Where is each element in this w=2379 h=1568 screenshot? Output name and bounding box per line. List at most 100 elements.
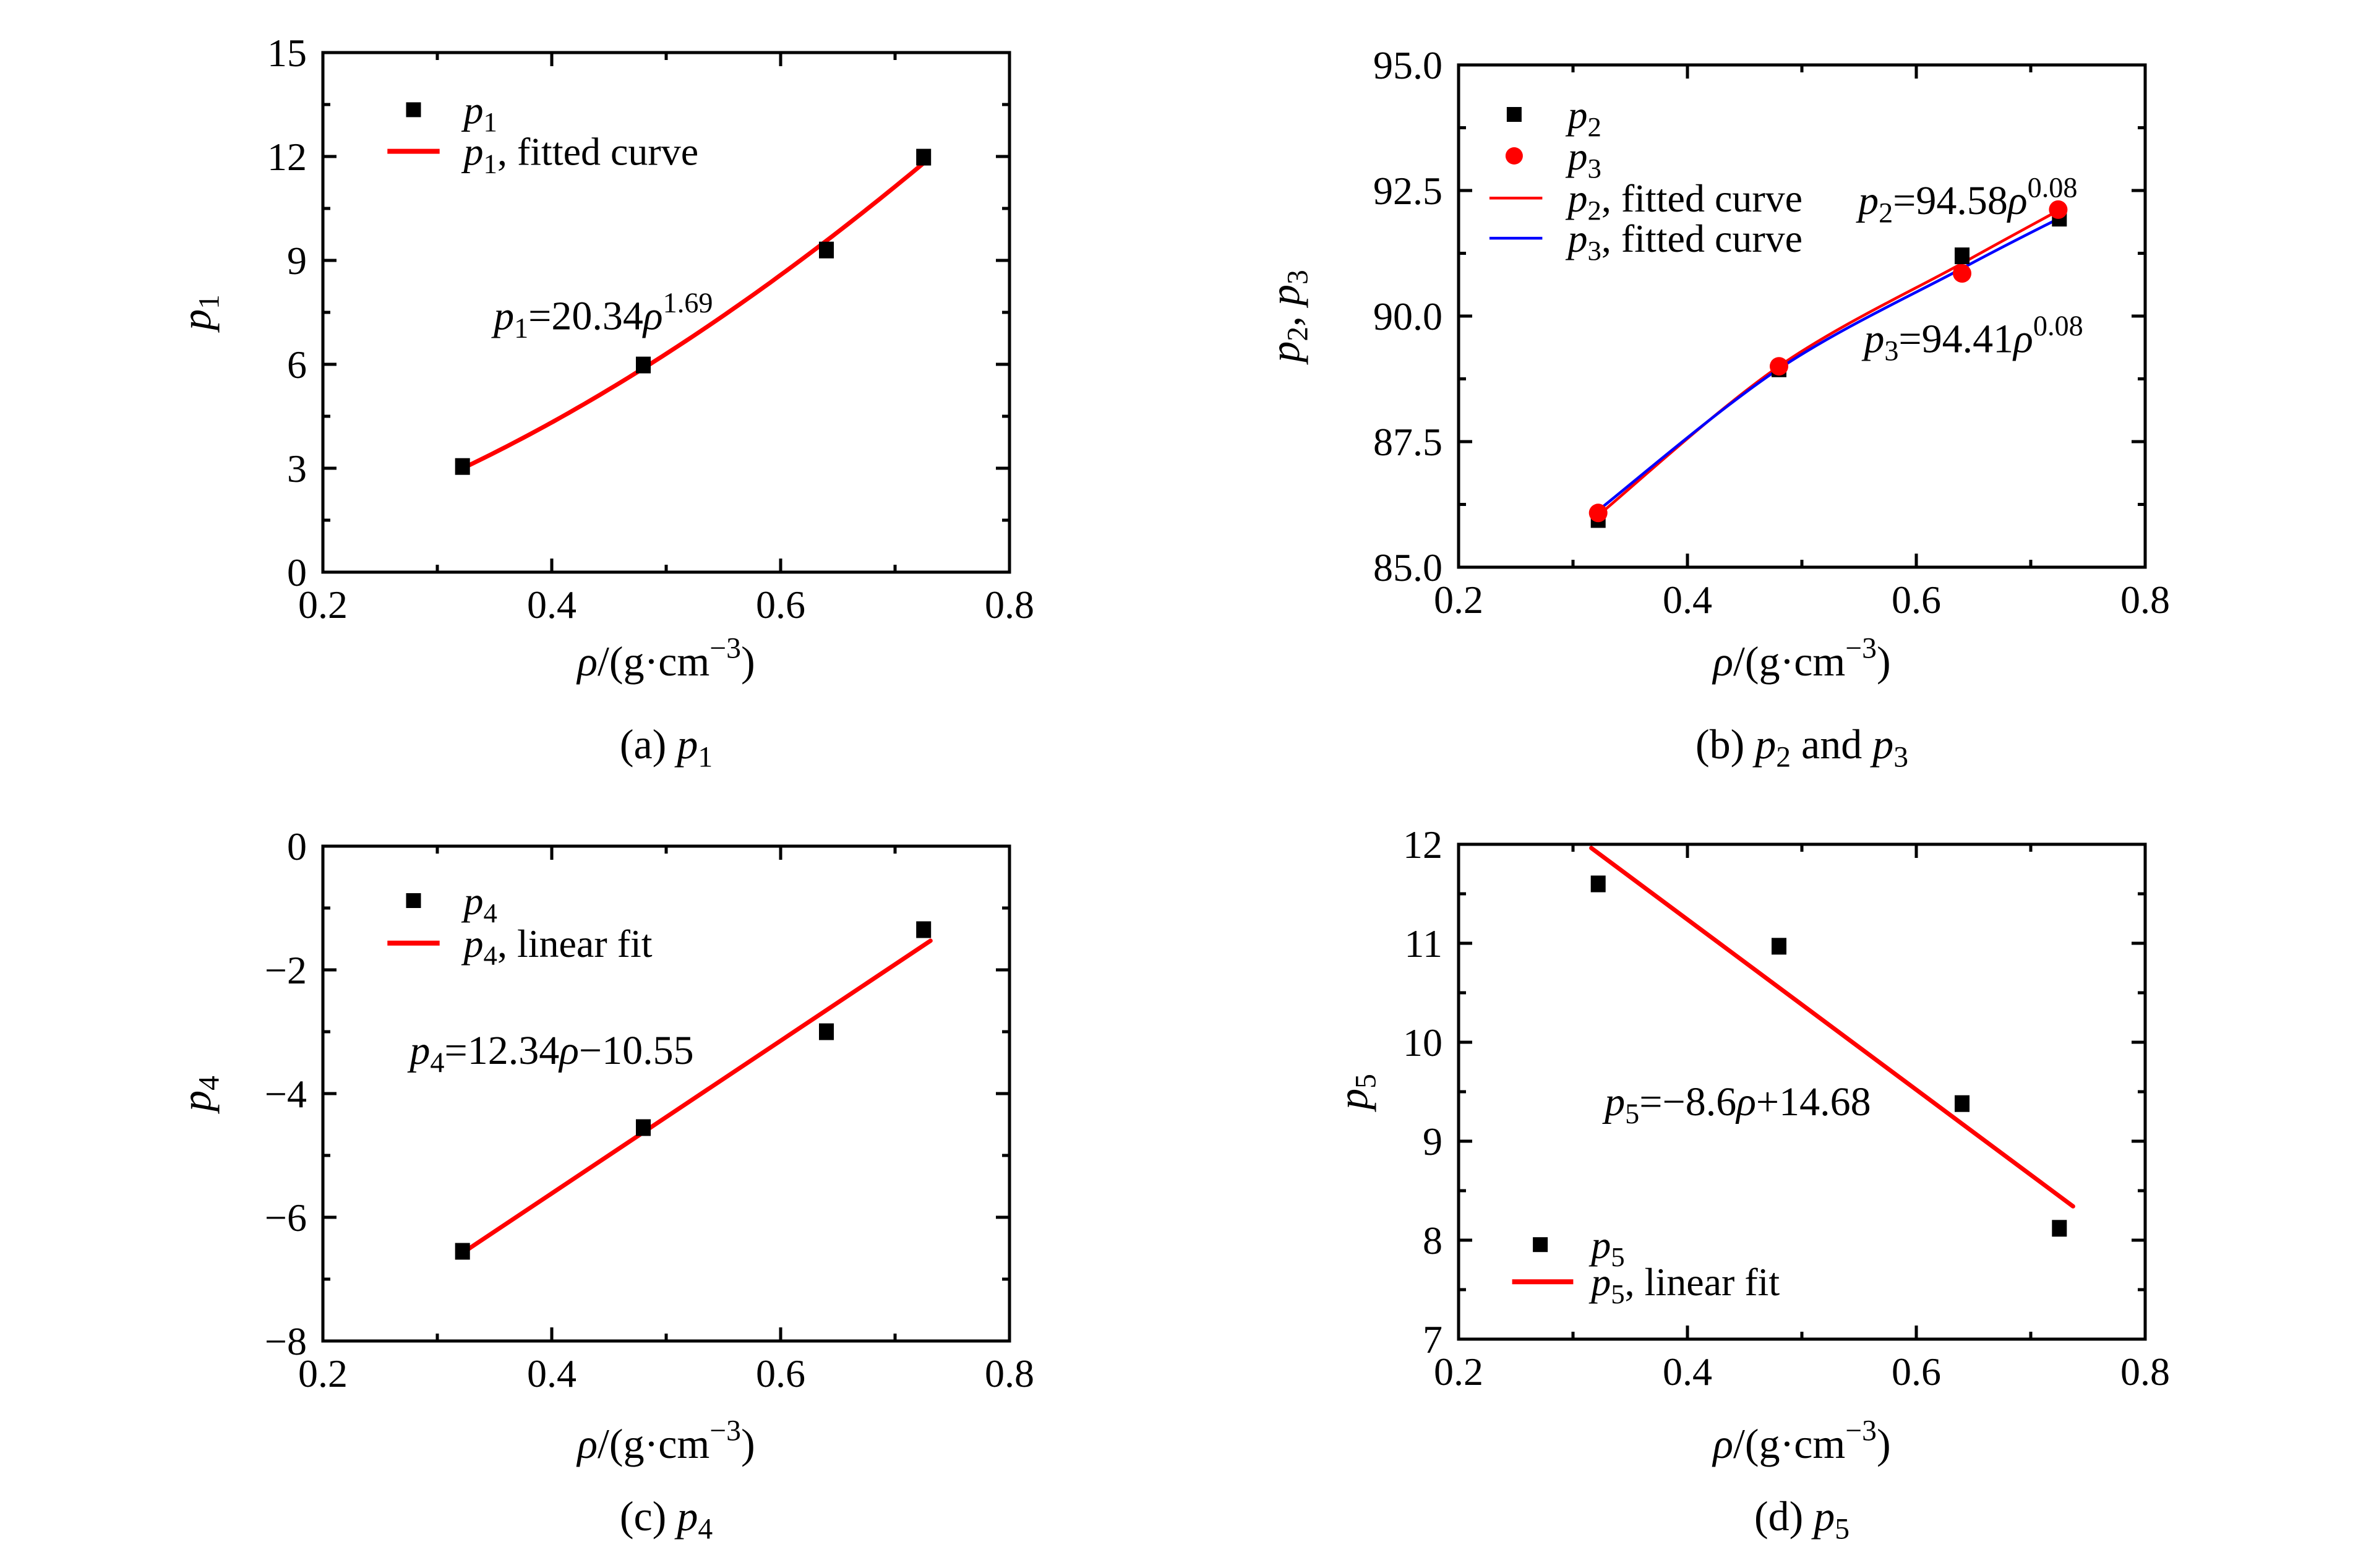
y-tick-label: 0 xyxy=(287,825,307,868)
text-segment: 9 xyxy=(1423,1120,1442,1163)
equation-annotation: p5=−8.6ρ+14.68 xyxy=(1602,1079,1871,1129)
x-tick-label: 0.6 xyxy=(1892,1350,1941,1394)
text-segment: 1.69 xyxy=(663,287,713,319)
text-segment: (a) xyxy=(620,721,677,768)
text-segment: 4 xyxy=(430,1047,444,1078)
text-segment: p xyxy=(1861,317,1884,362)
y-tick-label: 0 xyxy=(287,551,307,594)
legend-label: p5 xyxy=(1588,1223,1624,1272)
text-segment: 0.2 xyxy=(298,1352,348,1395)
text-segment: −3 xyxy=(709,1415,741,1447)
x-tick-label: 0.4 xyxy=(1663,1350,1712,1394)
text-segment: p xyxy=(1565,176,1587,220)
text-segment: 0.2 xyxy=(1434,578,1483,622)
series-p5 xyxy=(1590,875,2067,1237)
y-tick-label: 92.5 xyxy=(1373,169,1442,213)
x-tick-label: 0.4 xyxy=(527,1352,577,1395)
legend-label: p3 xyxy=(1565,134,1601,184)
series-p1 xyxy=(455,148,932,475)
legend-label: p4 xyxy=(461,879,497,928)
text-segment: (d) xyxy=(1754,1493,1814,1540)
text-segment: 12 xyxy=(267,135,307,179)
legend-item: p3 xyxy=(1505,134,1601,184)
legend-label: p1 xyxy=(461,88,497,137)
text-segment: 1 xyxy=(194,294,226,309)
text-segment: 0.4 xyxy=(1663,1350,1712,1394)
text-segment: p xyxy=(1588,1260,1611,1304)
text-segment: −4 xyxy=(265,1072,307,1116)
text-segment: p xyxy=(173,1090,220,1114)
text-segment: 1 xyxy=(484,148,497,179)
plot-frame xyxy=(321,844,1011,1343)
legend-label: p2, fitted curve xyxy=(1565,176,1802,226)
text-segment: p xyxy=(1602,1079,1625,1125)
data-point-square xyxy=(819,241,834,259)
text-segment: 85.0 xyxy=(1373,546,1442,589)
panel-b: 0.2 0.4 0.6 0.885.087.590.092.595.0ρ/(g·cm−… xyxy=(1261,43,2170,774)
text-segment: ρ xyxy=(576,638,598,685)
data-point-square xyxy=(455,458,470,475)
text-segment: 2 xyxy=(1776,742,1791,774)
x-tick-label: 0.6 xyxy=(756,1352,805,1395)
tick-marks xyxy=(321,51,1011,574)
equation-annotation: p2=94.58ρ0.08 xyxy=(1856,172,2077,229)
legend-item: p2 xyxy=(1506,93,1601,142)
text-segment: +14.68 xyxy=(1756,1079,1871,1125)
y-tick-label: 8 xyxy=(1423,1219,1442,1262)
text-segment: −8 xyxy=(265,1319,307,1363)
text-segment: 92.5 xyxy=(1373,169,1442,213)
x-axis-label: ρ/(g·cm−3) xyxy=(576,1415,755,1467)
y-tick-label: −2 xyxy=(265,948,307,992)
y-tick-label: 15 xyxy=(267,31,307,75)
text-segment: 4 xyxy=(194,1076,226,1090)
text-segment: p xyxy=(1261,285,1308,308)
y-tick-label: 12 xyxy=(1403,823,1442,867)
tick-marks xyxy=(1457,842,2147,1341)
text-segment: 3 xyxy=(1282,270,1314,285)
text-segment: 15 xyxy=(267,31,307,75)
panel-caption: (c) p4 xyxy=(620,1493,713,1546)
text-segment: , fitted curve xyxy=(1601,176,1802,220)
text-segment: 12 xyxy=(1403,823,1442,867)
text-segment: ρ xyxy=(1712,638,1733,685)
text-segment: p xyxy=(1588,1223,1611,1267)
text-segment: p xyxy=(1565,216,1587,260)
y-axis-label: p4 xyxy=(173,1076,226,1114)
text-segment: ) xyxy=(741,1420,755,1467)
legend-item: p1 xyxy=(406,88,497,137)
text-segment: −2 xyxy=(265,948,307,992)
panel-c: 0.2 0.4 0.6 0.8−8−6−4−20ρ/(g·cm−3)p4(c) p4p… xyxy=(173,825,1034,1546)
data-point-square xyxy=(1955,1095,1970,1112)
text-segment: ) xyxy=(1877,1420,1891,1467)
x-tick-label: 0.4 xyxy=(1663,578,1712,622)
text-segment: 6 xyxy=(287,343,307,387)
text-segment: 10 xyxy=(1403,1021,1442,1065)
text-segment: ρ xyxy=(2012,317,2033,362)
text-segment: p xyxy=(674,721,698,768)
text-segment: =94.58 xyxy=(1893,178,2008,223)
text-segment: ρ xyxy=(642,294,663,339)
text-segment: p xyxy=(1565,93,1587,137)
text-segment: p xyxy=(1856,178,1879,223)
text-segment: p xyxy=(1752,721,1776,768)
equation-annotation: p3=94.41ρ0.08 xyxy=(1861,310,2083,367)
data-point-square xyxy=(636,1119,651,1136)
legend-item: p5 xyxy=(1533,1223,1625,1272)
legend-square-marker xyxy=(1533,1237,1548,1253)
data-point-circle xyxy=(1953,264,1971,283)
text-segment: 0.6 xyxy=(1892,1350,1941,1394)
text-segment: 0.08 xyxy=(2028,172,2078,203)
y-tick-label: 85.0 xyxy=(1373,546,1442,589)
text-segment: 0.6 xyxy=(756,1352,805,1395)
text-segment: 11 xyxy=(1404,922,1442,966)
data-point-circle xyxy=(1770,357,1788,376)
data-point-square xyxy=(819,1023,834,1040)
legend-square-marker xyxy=(406,102,421,118)
text-segment: =94.41 xyxy=(1898,317,2013,362)
x-tick-label: 0.6 xyxy=(1892,578,1941,622)
text-segment: 0.4 xyxy=(527,1352,577,1395)
y-tick-label: 90.0 xyxy=(1373,294,1442,338)
text-segment: ρ xyxy=(2007,178,2028,223)
